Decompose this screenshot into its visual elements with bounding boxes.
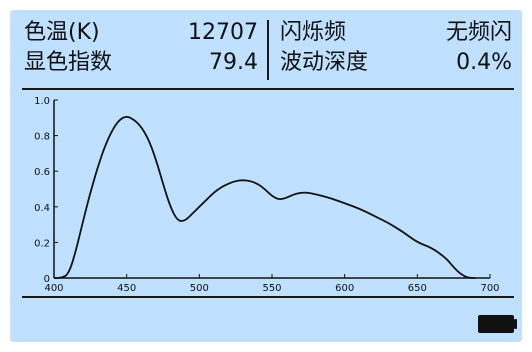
y-tick-label: 0.4	[34, 203, 50, 214]
header-divider	[22, 88, 514, 90]
cri-value: 79.4	[209, 50, 258, 75]
y-tick-label: 0	[44, 274, 50, 285]
x-tick-label: 700	[480, 283, 499, 294]
flicker-depth-label: 波动深度	[280, 50, 369, 75]
flicker-depth-value: 0.4%	[456, 50, 512, 75]
y-tick-label: 0.2	[34, 238, 50, 249]
spectrum-chart: 0 0.2 0.4 0.6 0.8 1.0 400 450 500 550 600 650 700	[34, 96, 499, 294]
x-tick-label: 500	[190, 283, 209, 294]
y-tick-label: 0.8	[34, 132, 50, 143]
flicker-frequency-label: 闪烁频	[280, 20, 347, 45]
footer-divider	[22, 296, 514, 298]
metrics-divider	[267, 20, 269, 80]
cct-label: 色温(K)	[24, 20, 100, 45]
cct-value: 12707	[188, 20, 258, 45]
x-tick-label: 450	[117, 283, 136, 294]
y-tick-label: 1.0	[34, 96, 50, 107]
battery-full-icon	[478, 315, 514, 333]
battery-cap	[514, 319, 517, 329]
metrics-panel: 色温(K) 12707 显色指数 79.4 闪烁频 无频闪 波动深度 0.4%	[10, 10, 522, 86]
cri-label: 显色指数	[24, 50, 113, 75]
y-tick-label: 0.6	[34, 167, 50, 178]
spectrum-line	[54, 116, 476, 279]
x-tick-label: 600	[335, 283, 354, 294]
x-tick-label: 650	[408, 283, 427, 294]
x-tick-label: 550	[262, 283, 281, 294]
x-tick-label: 400	[44, 283, 63, 294]
meter-screen: 色温(K) 12707 显色指数 79.4 闪烁频 无频闪 波动深度 0.4% …	[10, 10, 522, 342]
flicker-frequency-value: 无频闪	[445, 20, 512, 45]
